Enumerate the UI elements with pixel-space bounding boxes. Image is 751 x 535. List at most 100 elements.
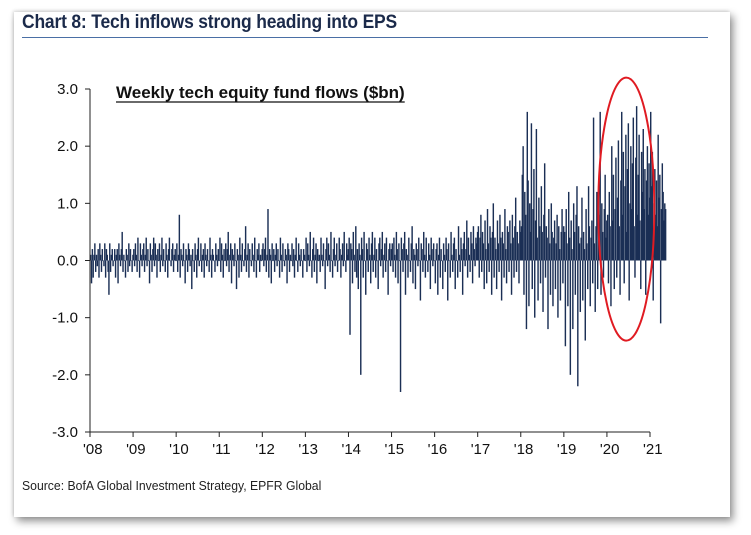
- bar-2018-week-15: [532, 209, 534, 261]
- bar-2014-week-39: [379, 260, 382, 267]
- bar-2017-week-1: [477, 226, 480, 261]
- bar-2010-week-48: [215, 243, 217, 261]
- bar-2012-week-29: [285, 254, 287, 261]
- bar-2021-week-3: [651, 151, 654, 261]
- bar-2017-week-22: [495, 249, 497, 261]
- bar-2020-week-36: [635, 106, 638, 261]
- bar-2011-week-12: [228, 260, 230, 272]
- bar-2017-week-51: [519, 220, 521, 261]
- bar-2010-week-45: [212, 254, 215, 261]
- bar-2020-week-37: [636, 214, 639, 261]
- bar-2008-week-7: [94, 260, 97, 272]
- bar-2014-week-50: [389, 243, 391, 261]
- bar-2014-week-7: [353, 254, 355, 261]
- bar-2009-week-14: [143, 260, 146, 272]
- bar-2015-week-44: [427, 260, 429, 272]
- bar-2018-week-1: [520, 226, 523, 261]
- bar-2008-week-28: [112, 260, 114, 267]
- bar-2008-week-14: [100, 260, 103, 272]
- bar-2014-week-6: [352, 231, 355, 261]
- bar-2014-week-34: [375, 249, 378, 261]
- bar-2014-week-41: [381, 231, 384, 261]
- bar-2018-week-49: [560, 231, 562, 261]
- bar-2020-week-33: [633, 226, 635, 261]
- bar-2016-week-31: [459, 260, 461, 272]
- bar-2009-week-17: [146, 260, 148, 267]
- bar-2008-week-41: [123, 254, 125, 261]
- bar-2014-week-21: [365, 260, 367, 295]
- bar-2011-week-5: [222, 260, 224, 278]
- bar-2013-week-21: [321, 260, 324, 267]
- bar-2020-week-22: [624, 186, 626, 261]
- bar-2010-week-14: [186, 260, 189, 272]
- bar-2019-week-21: [580, 237, 582, 261]
- bar-2008-week-49: [129, 249, 132, 261]
- bar-2011-week-15: [230, 260, 233, 284]
- bar-2017-week-7: [482, 243, 485, 261]
- bar-2011-week-2: [220, 260, 222, 272]
- bar-2015-week-3: [393, 237, 395, 261]
- bar-2019-week-44: [599, 111, 601, 261]
- bar-2008-week-42: [123, 260, 126, 262]
- bar-2015-week-34: [418, 260, 421, 262]
- bar-2012-week-34: [289, 254, 292, 261]
- chart-title: Chart 8: Tech inflows strong heading int…: [22, 12, 398, 33]
- bar-2009-week-5: [136, 260, 138, 272]
- bar-2013-week-22: [322, 243, 325, 261]
- bar-2016-week-32: [460, 237, 462, 261]
- bar-2020-week-48: [645, 180, 648, 261]
- bar-2017-week-17: [490, 260, 493, 295]
- bar-2008-week-3: [91, 249, 94, 261]
- bar-2018-week-16: [533, 169, 535, 261]
- bar-2019-week-33: [590, 237, 592, 261]
- bar-2013-week-52: [347, 249, 350, 261]
- bar-2008-week-33: [116, 249, 118, 261]
- bar-2019-week-46: [601, 203, 603, 261]
- bar-2013-week-48: [344, 260, 346, 262]
- bar-2018-week-14: [531, 260, 533, 290]
- bar-2010-week-38: [206, 249, 209, 261]
- bar-2019-week-15: [575, 214, 577, 261]
- bar-2008-week-10: [97, 249, 99, 261]
- bar-2012-week-40: [294, 254, 297, 261]
- bar-2020-week-40: [639, 220, 641, 261]
- bar-2015-week-22: [408, 260, 411, 262]
- bar-2017-week-8: [483, 260, 485, 290]
- bar-2011-week-28: [241, 243, 244, 261]
- bar-2011-week-33: [245, 260, 248, 272]
- bar-2015-week-39: [423, 231, 425, 261]
- bar-2011-week-4: [221, 254, 224, 261]
- bar-2009-week-2: [133, 260, 136, 267]
- bar-2015-week-49: [431, 249, 433, 261]
- bar-2017-week-2: [478, 260, 480, 278]
- bar-2010-week-47: [214, 260, 216, 272]
- bar-2013-week-35: [333, 237, 335, 261]
- bar-2014-week-32: [374, 237, 376, 261]
- bar-2017-week-5: [481, 260, 483, 272]
- bar-2020-week-39: [638, 134, 640, 261]
- bar-2018-week-36: [549, 260, 552, 295]
- bar-2013-week-28: [327, 243, 330, 261]
- bar-2011-week-29: [242, 260, 244, 262]
- bar-2015-week-37: [421, 249, 423, 261]
- bar-2017-week-28: [500, 237, 502, 261]
- bar-2016-week-52: [476, 231, 479, 261]
- bar-2008-week-50: [130, 260, 133, 262]
- bar-2018-week-10: [528, 260, 530, 307]
- bar-2008-week-21: [106, 254, 108, 261]
- bar-2017-week-4: [480, 214, 482, 261]
- bar-2019-week-32: [589, 260, 591, 307]
- y-ticks-group: 3.0 2.0 1.0 0.0 -1.0 -2.0 -3.0: [52, 81, 90, 441]
- bar-2020-week-47: [645, 260, 647, 295]
- bar-2020-week-6: [611, 146, 613, 261]
- bar-2017-week-13: [487, 243, 490, 261]
- bar-2013-week-29: [328, 254, 331, 261]
- bar-2015-week-5: [394, 260, 397, 278]
- bar-2015-week-51: [432, 243, 435, 261]
- bar-2010-week-26: [196, 249, 199, 261]
- bar-2009-week-33: [159, 260, 162, 272]
- bar-2014-week-43: [383, 254, 385, 261]
- bar-2011-week-50: [259, 254, 262, 261]
- bar-2021-week-18: [664, 203, 666, 261]
- bar-2011-week-37: [249, 249, 251, 261]
